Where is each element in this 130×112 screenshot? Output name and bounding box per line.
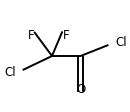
Circle shape	[28, 26, 35, 32]
Circle shape	[109, 36, 123, 49]
Text: Cl: Cl	[116, 36, 127, 49]
Circle shape	[76, 92, 86, 101]
Text: F: F	[28, 29, 34, 42]
Circle shape	[63, 26, 70, 32]
Circle shape	[8, 67, 23, 79]
Text: Cl: Cl	[4, 66, 16, 79]
Text: F: F	[63, 29, 70, 42]
Text: O: O	[76, 83, 85, 96]
